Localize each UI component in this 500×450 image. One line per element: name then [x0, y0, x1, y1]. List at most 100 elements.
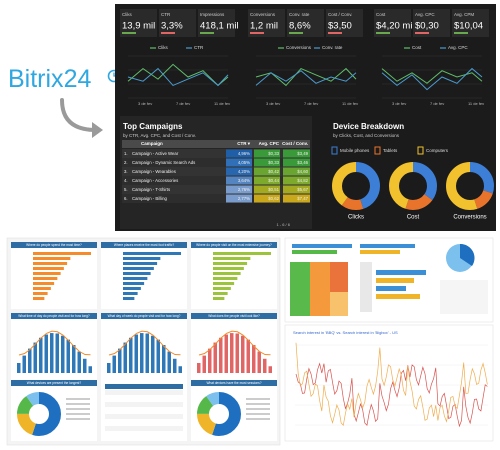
- cell-bg: [226, 194, 252, 203]
- bar: [33, 282, 55, 285]
- legend-label: Cost: [412, 45, 422, 50]
- kpi-value: $3,50: [328, 21, 352, 32]
- panel-title: What devices are present the longest?: [27, 381, 82, 385]
- donut-label: Cost: [407, 215, 420, 221]
- table-cell: 1.: [124, 151, 128, 156]
- kpi-delta: [328, 32, 342, 34]
- cell-bg: [226, 149, 252, 158]
- bar: [123, 272, 151, 275]
- bar: [213, 277, 238, 280]
- bar: [360, 244, 415, 248]
- panel-title: What day of week do people visit and for…: [108, 314, 181, 318]
- bar: [123, 262, 158, 265]
- bar: [61, 335, 65, 373]
- bar: [156, 339, 160, 373]
- bar: [213, 282, 235, 285]
- donut-segment: [17, 392, 61, 436]
- table-cell: 2,76%: [238, 187, 250, 192]
- legend-item: [66, 418, 90, 420]
- x-tick-label: 3 de fev: [266, 101, 280, 106]
- legend-label: Avg. CPC: [448, 45, 468, 50]
- legend-label: Computers: [426, 148, 449, 153]
- x-tick-label: 7 de fev: [304, 101, 318, 106]
- bar: [213, 272, 241, 275]
- legend-label: Conv. rate: [322, 45, 343, 50]
- logo: Bitrix24: [8, 65, 121, 93]
- logo-text: Bitrix24: [8, 65, 91, 93]
- donut-segment: [446, 162, 494, 210]
- bar: [77, 351, 81, 373]
- report-trends: [284, 324, 494, 442]
- legend-item: [66, 398, 90, 400]
- bar: [123, 297, 135, 300]
- table-cell: Campaign - Dynamic Search Ads: [132, 160, 195, 165]
- bar: [213, 267, 244, 270]
- table-cell: 5.: [124, 187, 128, 192]
- column-header: Campaign: [141, 141, 163, 146]
- bar: [162, 345, 166, 373]
- bar: [33, 252, 91, 255]
- bar: [268, 366, 272, 373]
- kpi-label: Avg. CPM: [454, 12, 474, 17]
- cell-bg: [254, 194, 280, 203]
- kpi-label: Conv. rate: [289, 12, 310, 17]
- bar: [213, 287, 231, 290]
- treemap-cell: [330, 292, 348, 316]
- cell-bg: [226, 185, 252, 194]
- table-cell: 4.: [124, 178, 128, 183]
- line-series: [127, 67, 229, 87]
- treemap-cell: [330, 262, 348, 292]
- legend-label: CTR: [194, 45, 204, 50]
- trends-title: Search interest in 'BBQ' vs. Search inte…: [293, 330, 398, 335]
- line: [108, 330, 181, 356]
- bar: [376, 294, 420, 299]
- report-right-top-content: [290, 243, 488, 316]
- bar: [17, 363, 21, 373]
- bar: [167, 351, 171, 373]
- bar: [376, 278, 414, 283]
- bar: [151, 335, 155, 373]
- bar: [292, 244, 352, 248]
- bar: [112, 355, 116, 373]
- legend-icon: [374, 146, 381, 155]
- table-cell: Campaign - Wearables: [132, 169, 176, 174]
- kpi-value: 3,3%: [161, 21, 183, 32]
- trend-line: [295, 342, 488, 427]
- x-tick-label: 11 de fev: [214, 101, 230, 106]
- treemap-cell: [290, 262, 310, 316]
- cell-bg: [283, 176, 310, 185]
- table-row: [122, 167, 310, 176]
- kpi-delta: [415, 32, 429, 34]
- bar: [66, 339, 70, 373]
- legend-item: [246, 398, 270, 400]
- cell-bg: [254, 176, 280, 185]
- bar: [360, 250, 400, 254]
- kpi-value: 1,2 mil: [250, 21, 278, 32]
- bar: [173, 358, 177, 373]
- table-row: [105, 426, 183, 431]
- line-series: [381, 68, 483, 84]
- legend-item: [66, 413, 90, 415]
- table-cell: Campaign - Accessories: [132, 178, 178, 183]
- arrow: [60, 98, 98, 132]
- table-row: [105, 432, 183, 437]
- kpi-label: Cliks: [122, 12, 132, 17]
- legend-item: [246, 413, 270, 415]
- bar: [252, 345, 256, 373]
- table-row: [122, 176, 310, 185]
- table-cell: $0,42: [268, 169, 279, 174]
- x-tick-label: 3 de fev: [392, 101, 406, 106]
- treemap-cell: [310, 262, 330, 316]
- cell-bg: [283, 194, 310, 203]
- kpi-value: $10,04: [454, 21, 483, 32]
- bar: [208, 348, 212, 373]
- kpi-delta: [289, 32, 303, 34]
- bar: [219, 337, 223, 373]
- kpi-label: Cost: [376, 12, 386, 17]
- table-cell: $3,49: [297, 151, 308, 156]
- logo-number: 24: [64, 65, 92, 93]
- legend-item: [246, 418, 270, 420]
- kpi-label: CTR: [161, 12, 171, 17]
- panel-title: What devices have the most sessions?: [206, 381, 261, 385]
